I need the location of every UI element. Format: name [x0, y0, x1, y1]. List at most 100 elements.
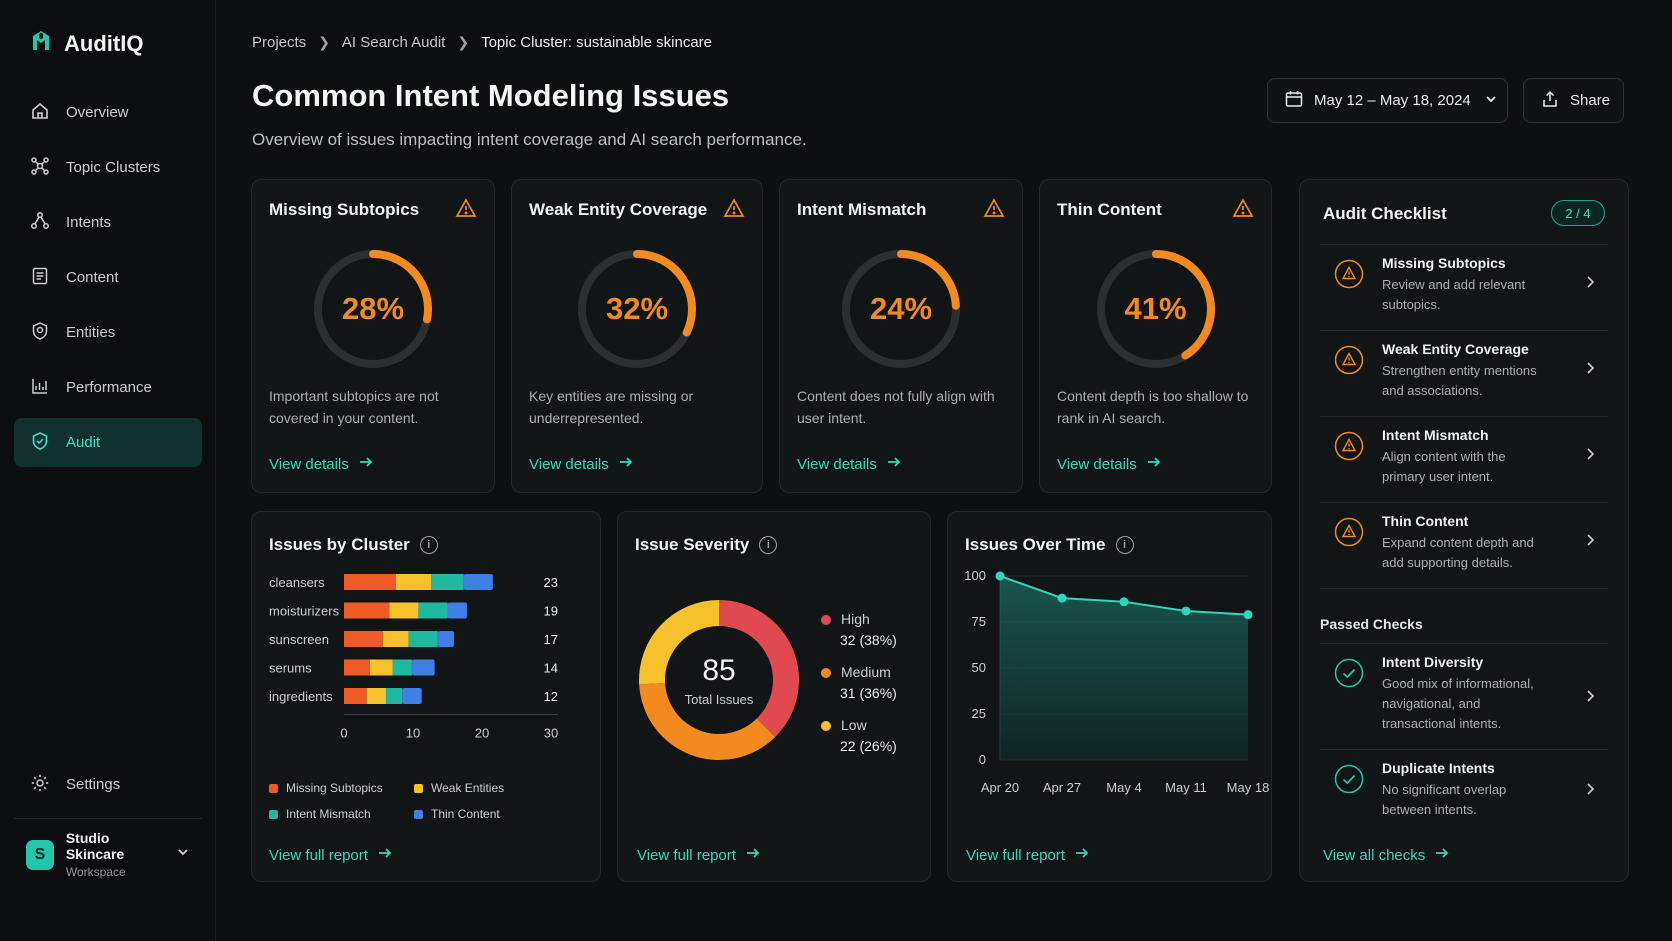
sidebar-item-content[interactable]: Content — [14, 253, 202, 302]
issue-card-weak-entity-coverage: Weak Entity Coverage 32% Key entities ar… — [511, 179, 763, 493]
chevron-right-icon — [1587, 690, 1595, 702]
card-title: Missing Subtopics — [269, 200, 420, 219]
chevron-right-icon: ❯ — [457, 34, 470, 50]
sidebar-item-entities[interactable]: Entities — [14, 308, 202, 357]
link-label: View all checks — [1323, 846, 1426, 864]
panel-title: Issues Over Time i — [965, 535, 1134, 555]
bar-segment — [386, 688, 403, 704]
share-icon — [1540, 89, 1560, 113]
total-issues-value: 85 — [702, 653, 736, 687]
legend-count: 31 (36%) — [840, 685, 897, 701]
avatar: S — [26, 839, 54, 870]
checklist-item-intent-diversity[interactable]: Intent Diversity Good mix of information… — [1320, 643, 1608, 749]
page-subtitle: Overview of issues impacting intent cove… — [252, 130, 807, 149]
breadcrumb-item[interactable]: Projects — [252, 34, 307, 51]
home-icon — [30, 101, 50, 125]
arrow-right-icon — [1075, 846, 1089, 864]
percent-gauge — [314, 250, 432, 368]
warning-icon — [1334, 517, 1364, 547]
info-icon[interactable]: i — [419, 536, 438, 554]
legend-label: Intent Mismatch — [286, 807, 371, 821]
view-details-link[interactable]: View details — [797, 455, 901, 473]
warning-icon — [455, 198, 477, 223]
arrow-right-icon — [887, 455, 901, 473]
share-button[interactable]: Share — [1523, 78, 1624, 123]
data-point — [1119, 597, 1129, 607]
calendar-icon — [1284, 89, 1304, 113]
app-name: AuditIQ — [64, 30, 144, 56]
date-range-picker[interactable]: May 12 – May 18, 2024 — [1267, 78, 1508, 123]
breadcrumb-current: Topic Cluster: sustainable skincare — [481, 34, 713, 51]
brand[interactable]: AuditIQ — [28, 28, 143, 59]
percent-value: 41% — [1124, 291, 1187, 326]
view-full-report-link[interactable]: View full report — [269, 846, 392, 864]
percent-value: 24% — [869, 291, 933, 326]
sidebar-item-label: Entities — [66, 324, 116, 341]
data-point — [1057, 593, 1067, 603]
legend-swatch — [414, 783, 423, 793]
card-title: Intent Mismatch — [797, 200, 927, 219]
data-point — [1181, 606, 1191, 616]
sidebar-item-audit[interactable]: Audit — [14, 418, 202, 467]
view-details-link[interactable]: View details — [1057, 455, 1161, 473]
checklist-item-desc: Good mix of informational, navigational,… — [1382, 676, 1534, 731]
sidebar-item-settings[interactable]: Settings — [14, 760, 202, 809]
view-all-checks-link[interactable]: View all checks — [1323, 846, 1449, 864]
info-icon[interactable]: i — [759, 536, 778, 554]
issues-by-cluster-panel: Issues by Cluster i cleansers 23 moisturiz… — [251, 511, 601, 882]
arrow-right-icon — [619, 455, 633, 473]
entity-icon — [30, 321, 50, 345]
workspace-switcher[interactable]: S Studio Skincare Workspace — [14, 818, 202, 890]
legend-label: High — [841, 611, 870, 627]
legend-label: Medium — [841, 664, 891, 680]
total-issues-label: Total Issues — [684, 691, 754, 707]
severity-legend-medium: Medium 31 (36%) — [821, 662, 897, 704]
view-details-link[interactable]: View details — [529, 455, 633, 473]
link-label: View full report — [269, 846, 368, 864]
severity-donut-chart — [639, 600, 799, 760]
sidebar-item-overview[interactable]: Overview — [14, 88, 202, 137]
checklist-item-thin-content[interactable]: Thin Content Expand content depth and ad… — [1320, 502, 1608, 588]
legend-swatch — [821, 667, 831, 678]
checklist-item-missing-subtopics[interactable]: Missing Subtopics Review and add relevan… — [1320, 244, 1608, 330]
sidebar-nav: Overview Topic Clusters Intents Content … — [14, 88, 202, 473]
bar-segment — [382, 631, 409, 647]
bar-total-label: 17 — [544, 632, 558, 647]
view-details-link[interactable]: View details — [269, 455, 373, 473]
sidebar-item-intents[interactable]: Intents — [14, 198, 202, 247]
sidebar-item-label: Performance — [66, 379, 152, 396]
checklist-item-title: Weak Entity Coverage — [1382, 341, 1529, 357]
checklist-item-duplicate-intents[interactable]: Duplicate Intents No significant overlap… — [1320, 749, 1608, 835]
sidebar-item-topic-clusters[interactable]: Topic Clusters — [14, 143, 202, 192]
bar-segment — [389, 602, 419, 619]
x-tick-label: 30 — [544, 726, 558, 741]
severity-legend-high: High 32 (38%) — [821, 609, 897, 651]
bar-segment — [344, 659, 370, 676]
date-range-label: May 12 – May 18, 2024 — [1314, 92, 1471, 109]
warning-icon — [723, 198, 745, 223]
sidebar: AuditIQ Overview Topic Clusters Intents … — [0, 0, 216, 941]
view-full-report-link[interactable]: View full report — [966, 846, 1089, 864]
card-description: Content depth is too shallow to rank in … — [1057, 388, 1249, 426]
view-full-report-link[interactable]: View full report — [637, 846, 760, 864]
panel-title-text: Issues Over Time — [965, 535, 1106, 554]
checklist-item-desc: No significant overlap between intents. — [1382, 782, 1507, 817]
checklist-item-weak-entity-coverage[interactable]: Weak Entity Coverage Strengthen entity m… — [1320, 330, 1608, 416]
bar-total-label: 14 — [544, 661, 558, 676]
warning-icon — [1334, 259, 1364, 289]
legend-swatch — [269, 809, 278, 819]
y-tick-label: 75 — [972, 614, 986, 629]
info-icon[interactable]: i — [1115, 536, 1134, 554]
legend-count: 32 (38%) — [840, 632, 897, 648]
category-label: serums — [269, 661, 312, 676]
sidebar-item-performance[interactable]: Performance — [14, 363, 202, 412]
chevron-down-icon — [1485, 92, 1497, 109]
bar-segment — [437, 631, 454, 647]
donut-center: 85 Total Issues — [636, 597, 802, 763]
bar-segment — [392, 659, 412, 676]
y-tick-label: 50 — [972, 660, 986, 675]
breadcrumb-item[interactable]: AI Search Audit — [341, 34, 446, 51]
legend-label: Missing Subtopics — [286, 781, 383, 795]
checklist-item-intent-mismatch[interactable]: Intent Mismatch Align content with the p… — [1320, 416, 1608, 502]
issue-card-missing-subtopics: Missing Subtopics 28% Important subtopic… — [251, 179, 495, 493]
